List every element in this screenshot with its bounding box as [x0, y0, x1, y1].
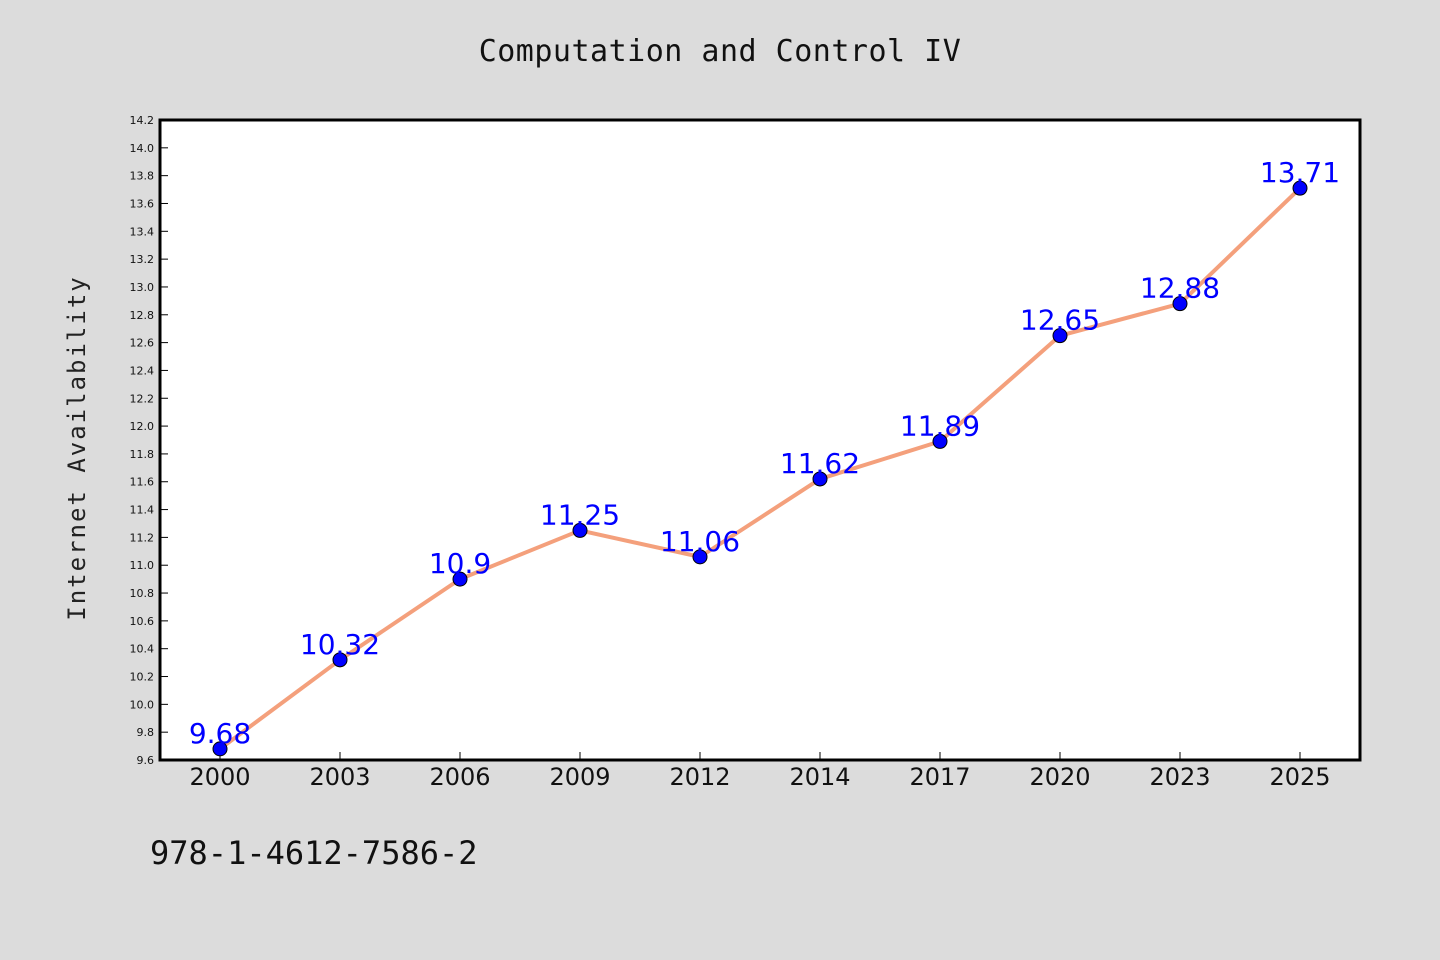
data-point [332, 652, 348, 668]
data-point [1292, 180, 1308, 196]
x-tick-label: 2017 [909, 763, 970, 791]
chart-title: Computation and Control IV [478, 34, 962, 69]
y-tick-label: 13.6 [130, 197, 155, 210]
y-tick-label: 12.8 [130, 309, 155, 322]
data-point [1172, 296, 1188, 312]
y-tick-label: 11.0 [130, 559, 155, 572]
plot-area [158, 118, 1362, 762]
data-label: 10.9 [429, 547, 491, 580]
x-tick-label: 2012 [669, 763, 730, 791]
y-tick-label: 12.6 [130, 337, 155, 350]
data-point [452, 571, 468, 587]
y-tick-label: 10.6 [130, 615, 155, 628]
data-labels: 9.68 10.32 10.9 11.25 11.06 11.62 11.89 12.65 12… [189, 156, 1340, 750]
data-point [932, 433, 948, 449]
y-tick-label: 11.2 [130, 531, 155, 544]
x-tick-label: 2014 [789, 763, 850, 791]
y-tick-label: 14.2 [130, 114, 155, 127]
y-tick-label: 14.0 [130, 142, 155, 155]
y-tick-label: 10.4 [130, 643, 155, 656]
data-label: 11.62 [780, 447, 860, 480]
data-label: 10.32 [300, 628, 380, 661]
y-tick-label: 12.4 [130, 364, 155, 377]
y-tick-label: 9.6 [137, 754, 155, 767]
x-tick-label: 2020 [1029, 763, 1090, 791]
data-label: 9.68 [189, 717, 251, 750]
y-tick-label: 12.2 [130, 392, 155, 405]
data-point [212, 741, 228, 757]
y-tick-label: 13.0 [130, 281, 155, 294]
data-label: 12.88 [1140, 272, 1220, 305]
x-tick-label: 2006 [429, 763, 490, 791]
x-axis: 2000 2003 2006 2009 2012 2014 2017 2020 2023 2025 [189, 752, 1331, 791]
y-axis: 9.6 9.8 10.0 10.2 10.4 10.6 10.8 11.0 11.2 11.4 11… [130, 114, 168, 767]
data-label: 12.65 [1020, 304, 1100, 337]
y-tick-label: 11.4 [130, 504, 155, 517]
data-label: 11.25 [540, 498, 620, 531]
y-tick-label: 10.0 [130, 698, 155, 711]
data-point [692, 549, 708, 565]
data-label: 13.71 [1260, 156, 1340, 189]
data-label: 11.89 [900, 409, 980, 442]
y-tick-label: 13.2 [130, 253, 155, 266]
y-tick-label: 10.2 [130, 671, 155, 684]
x-tick-label: 2000 [189, 763, 250, 791]
series-layer [212, 180, 1308, 757]
y-tick-label: 13.8 [130, 170, 155, 183]
data-point [812, 471, 828, 487]
y-tick-label: 10.8 [130, 587, 155, 600]
data-label: 11.06 [660, 525, 740, 558]
y-tick-label: 12.0 [130, 420, 155, 433]
data-point [572, 522, 588, 538]
series-line [218, 186, 1302, 751]
y-tick-label: 11.8 [130, 448, 155, 461]
y-tick-label: 13.4 [130, 225, 155, 238]
x-tick-label: 2009 [549, 763, 610, 791]
data-point [1052, 328, 1068, 344]
y-tick-label: 11.6 [130, 476, 155, 489]
x-tick-label: 2023 [1149, 763, 1210, 791]
y-tick-label: 9.8 [137, 726, 155, 739]
x-tick-label: 2025 [1269, 763, 1330, 791]
isbn-text: 978-1-4612-7586-2 [150, 834, 478, 872]
x-tick-label: 2003 [309, 763, 370, 791]
